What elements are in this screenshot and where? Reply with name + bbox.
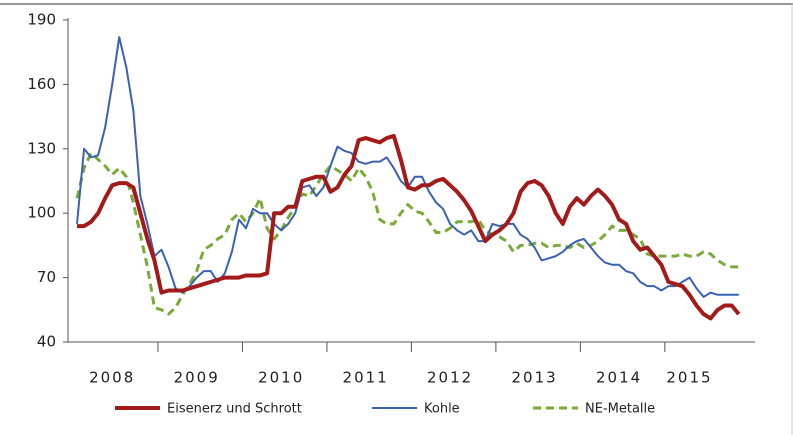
series-line — [77, 133, 741, 321]
y-tick-label: 70 — [37, 268, 56, 286]
x-tick-label: 2012 — [427, 369, 473, 387]
x-tick-label: 2008 — [89, 369, 135, 387]
legend-label: Kohle — [424, 402, 460, 417]
x-tick-label: 2013 — [512, 369, 558, 387]
x-tick-label: 2015 — [666, 369, 712, 387]
x-tick-label: 2014 — [596, 369, 642, 387]
y-tick-label: 190 — [27, 11, 56, 29]
x-tick-label: 2009 — [174, 369, 220, 387]
y-tick-label: 130 — [27, 139, 56, 157]
y-tick-label: 100 — [27, 204, 56, 222]
legend-label: NE-Metalle — [585, 402, 655, 417]
y-tick-label: 160 — [27, 75, 56, 93]
x-tick-label: 2011 — [343, 369, 389, 387]
x-tick-label: 2010 — [258, 369, 304, 387]
y-tick-label: 40 — [37, 333, 56, 351]
series-line — [76, 36, 739, 298]
legend-label: Eisenerz und Schrott — [167, 402, 302, 417]
